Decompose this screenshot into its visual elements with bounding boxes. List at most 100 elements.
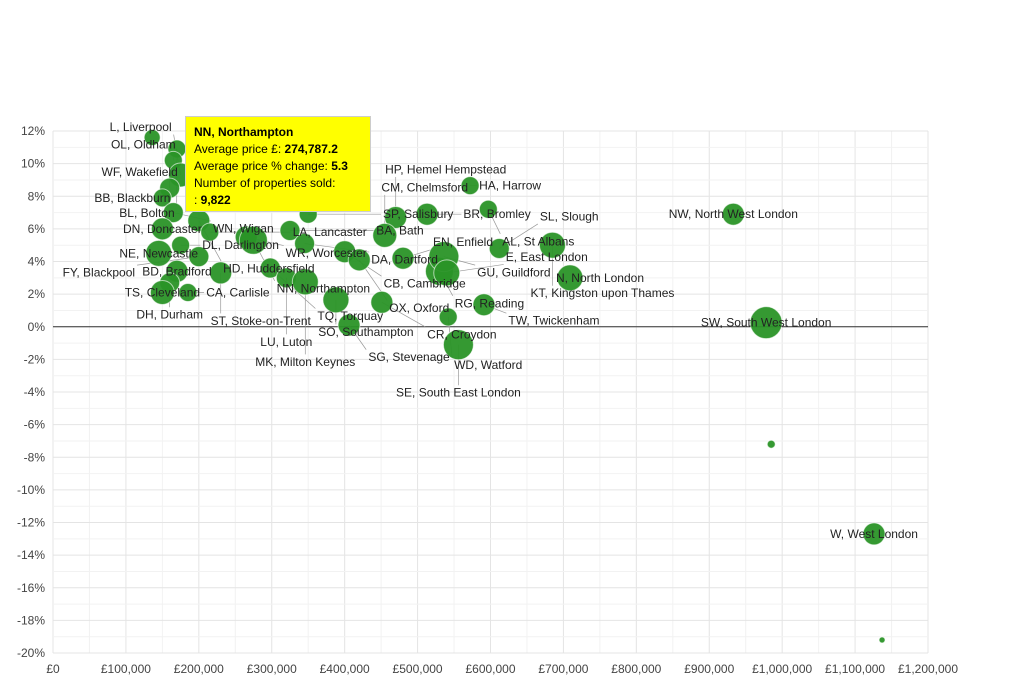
y-tick-label: 0% [28, 320, 46, 334]
bubble-label: DL, Darlington [202, 238, 279, 252]
bubble [438, 307, 458, 327]
x-tick-label: £1,000,000 [752, 662, 812, 676]
bubble [200, 222, 220, 242]
bubble [259, 257, 281, 279]
bubble-label: MK, Milton Keynes [255, 355, 355, 369]
x-tick-label: £100,000 [101, 662, 151, 676]
bubble-label: DH, Durham [136, 308, 203, 322]
bubble [472, 293, 496, 317]
bubble-label: CA, Carlisle [206, 285, 270, 299]
bubble-label: TQ, Torquay [317, 309, 383, 323]
y-tick-label: -12% [17, 516, 45, 530]
x-tick-label: £700,000 [538, 662, 588, 676]
x-tick-label: £200,000 [174, 662, 224, 676]
bubble [294, 233, 316, 255]
x-tick-label: £600,000 [465, 662, 515, 676]
bubble [145, 239, 173, 267]
bubble [721, 202, 745, 226]
bubble-label: CM, Chelmsford [381, 180, 468, 194]
bubble [347, 248, 371, 272]
bubble-label: SO, Southampton [318, 325, 413, 339]
tooltip-change-label: Average price % change: [194, 159, 328, 173]
bubble-label: L, Liverpool [110, 120, 172, 134]
bubble-label: WR, Worcester [286, 246, 367, 260]
bubble-label: W, West London [830, 527, 918, 541]
bubble-label: BB, Blackburn [94, 191, 170, 205]
tooltip-sold-label: Number of properties sold: [194, 176, 336, 190]
bubble-label: TW, Twickenham [508, 314, 599, 328]
bubble-label: WD, Watford [454, 358, 522, 372]
bubble [322, 286, 350, 314]
x-tick-label: £0 [46, 662, 60, 676]
bubble-label: NE, Newcastle [119, 246, 198, 260]
bubble-label: RG, Reading [455, 296, 524, 310]
bubble-label: GU, Guildford [477, 266, 550, 280]
x-tick-label: £500,000 [393, 662, 443, 676]
tooltip-change-value: 5.3 [331, 159, 348, 173]
bubble [538, 231, 566, 259]
bubble-label: EN, Enfield [433, 235, 493, 249]
bubble [442, 329, 474, 361]
bubble-label: NW, North West London [669, 207, 798, 221]
bubble-label: CR, Croydon [427, 327, 496, 341]
bubble [209, 261, 233, 285]
bubble-label: BA, Bath [376, 224, 423, 238]
bubble [238, 225, 268, 255]
y-tick-label: -10% [17, 483, 45, 497]
y-tick-label: 2% [28, 287, 46, 301]
bubble [171, 235, 191, 255]
y-tick-label: -14% [17, 548, 45, 562]
bubble-label: OX, Oxford [389, 301, 449, 315]
y-tick-label: 6% [28, 222, 46, 236]
bubble [460, 176, 480, 196]
bubble-label: SW, South West London [701, 316, 832, 330]
bubble [370, 290, 394, 314]
bubble-label: TS, Cleveland [125, 285, 200, 299]
bubble-label: DA, Dartford [371, 253, 438, 267]
y-tick-label: 12% [21, 124, 45, 138]
y-tick-label: -2% [24, 352, 46, 366]
y-tick-label: 4% [28, 255, 46, 269]
bubble-label: FY, Blackpool [63, 266, 136, 280]
bubble [279, 220, 301, 242]
bubble [178, 282, 198, 302]
bubble-label: N, North London [556, 271, 644, 285]
bubble [749, 306, 783, 340]
bubble [152, 188, 172, 208]
bubble-label: WN, Wigan [213, 222, 274, 236]
bubble [478, 199, 498, 219]
x-tick-label: £300,000 [247, 662, 297, 676]
bubble-label: KT, Kingston upon Thames [531, 286, 675, 300]
bubble-label: OL, Oldham [111, 137, 176, 151]
tooltip: NN, Northampton Average price £: 274,787… [185, 116, 371, 212]
y-tick-label: 10% [21, 157, 45, 171]
bubble-label: CB, Cambridge [384, 277, 466, 291]
y-tick-label: -20% [17, 646, 45, 660]
bubble-label: HP, Hemel Hempstead [385, 162, 506, 176]
tooltip-sold-value: 9,822 [200, 193, 231, 207]
x-tick-label: £800,000 [611, 662, 661, 676]
y-tick-label: -16% [17, 581, 45, 595]
bubble-label: AL, St Albans [502, 234, 574, 248]
bubble-label: HD, Huddersfield [223, 262, 314, 276]
bubble [337, 313, 361, 337]
bubble [372, 222, 398, 248]
bubble-label: SE, South East London [396, 386, 521, 400]
bubble [766, 439, 776, 449]
y-tick-label: 8% [28, 189, 46, 203]
bubble [433, 259, 461, 287]
bubble [143, 129, 161, 147]
bubble-label: WF, Wakefield [102, 165, 178, 179]
bubble [878, 636, 886, 644]
bubble-label: BR, Bromley [463, 207, 530, 221]
y-tick-label: -18% [17, 613, 45, 627]
bubble [862, 522, 886, 546]
bubble-label: ST, Stoke-on-Trent [211, 314, 312, 328]
bubble-label: LA, Lancaster [293, 225, 367, 239]
bubble [391, 246, 415, 270]
bubble [162, 202, 184, 224]
tooltip-title: NN, Northampton [194, 125, 294, 139]
bubble-label: SG, Stevenage [368, 350, 450, 364]
